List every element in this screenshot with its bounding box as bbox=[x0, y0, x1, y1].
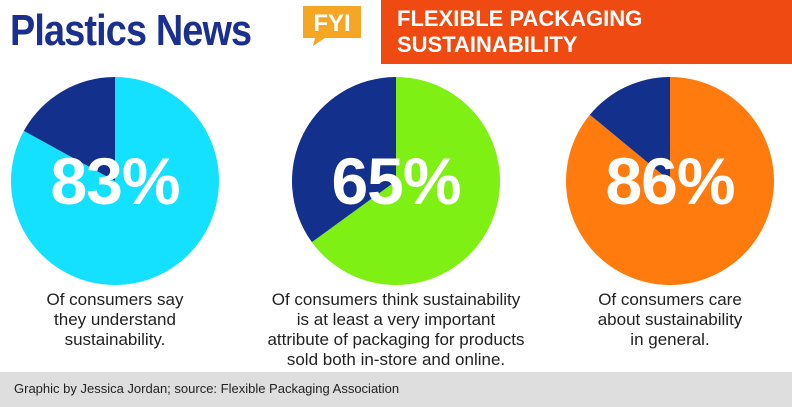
caption-3-line: in general. bbox=[630, 330, 710, 349]
caption-2: Of consumers think sustainability is at … bbox=[246, 290, 546, 370]
pie-chart-2: 65% bbox=[291, 76, 501, 286]
pie-2-slice-2 bbox=[292, 77, 396, 243]
pie-1-percent-label: 83% bbox=[50, 144, 180, 218]
pie-3-slice-2 bbox=[589, 77, 670, 181]
caption-1: Of consumers say they understand sustain… bbox=[10, 290, 220, 350]
caption-1-line: sustainability. bbox=[64, 330, 166, 349]
pie-1-slice-2 bbox=[23, 77, 115, 181]
caption-2-line: attribute of packaging for products bbox=[267, 330, 525, 349]
caption-1-line: they understand bbox=[54, 310, 176, 329]
fyi-badge-icon bbox=[303, 6, 361, 46]
caption-3-line: Of consumers care bbox=[598, 290, 742, 309]
fyi-badge-text: FYI bbox=[313, 10, 351, 37]
pie-chart-1: 83% bbox=[10, 76, 220, 286]
caption-2-line: Of consumers think sustainability bbox=[271, 290, 521, 309]
footer-bar: Graphic by Jessica Jordan; source: Flexi… bbox=[0, 372, 792, 407]
banner-title-line1: FLEXIBLE PACKAGING bbox=[397, 6, 643, 31]
banner-title-line2: SUSTAINABILITY bbox=[397, 32, 578, 57]
caption-1-line: Of consumers say bbox=[46, 290, 184, 309]
footer-credit: Graphic by Jessica Jordan; source: Flexi… bbox=[14, 381, 400, 396]
pie-2-percent-label: 65% bbox=[331, 144, 461, 218]
caption-2-line: sold both in-store and online. bbox=[286, 350, 506, 369]
brand-logo: Plastics News bbox=[10, 6, 252, 55]
pie-2-slice-1 bbox=[311, 77, 500, 285]
caption-2-line: is at least a very important bbox=[296, 310, 496, 329]
pie-svg-1 bbox=[11, 77, 219, 285]
pie-3-percent-label: 86% bbox=[605, 144, 735, 218]
caption-3: Of consumers care about sustainability i… bbox=[565, 290, 775, 350]
caption-3-line: about sustainability bbox=[597, 310, 743, 329]
pie-svg-3 bbox=[566, 77, 774, 285]
pie-chart-3: 86% bbox=[565, 76, 775, 286]
pie-svg-2 bbox=[292, 77, 500, 285]
title-banner: FLEXIBLE PACKAGING SUSTAINABILITY bbox=[381, 0, 792, 64]
